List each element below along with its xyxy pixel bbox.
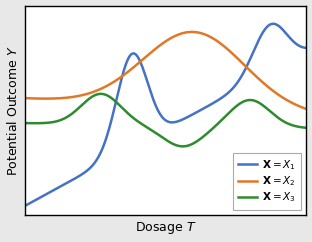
Y-axis label: Potential Outcome $Y$: Potential Outcome $Y$ [6,45,20,175]
Legend: $\mathbf{X} = \mathit{X}_1$, $\mathbf{X} = \mathit{X}_2$, $\mathbf{X} = \mathit{: $\mathbf{X} = \mathit{X}_1$, $\mathbf{X}… [233,153,301,210]
X-axis label: Dosage $T$: Dosage $T$ [135,220,197,236]
